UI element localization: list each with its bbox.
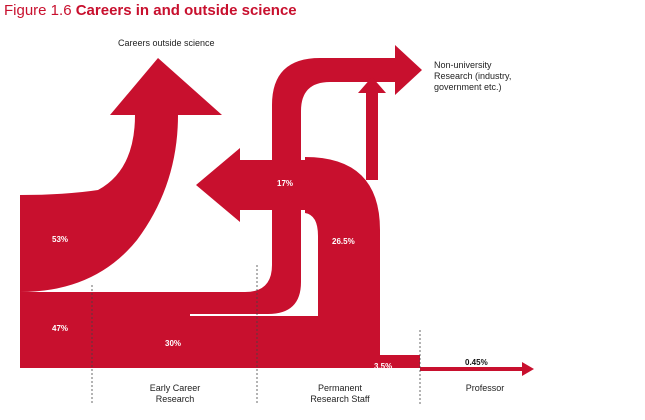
figure-number: Figure 1.6: [4, 2, 72, 19]
professor-arrow: [420, 362, 534, 376]
stage-permanent-line-1: Permanent: [317, 383, 363, 393]
outside-return-arrow: [196, 148, 330, 222]
stage-permanent-line-2: Research Staff: [310, 394, 370, 404]
pct-0-45: 0.45%: [465, 358, 488, 367]
outside-science-label: Careers outside science: [118, 38, 215, 48]
non-university-line-3: government etc.): [434, 82, 502, 92]
stage-permanent: Permanent Research Staff: [275, 383, 405, 405]
outside-science-arrow: [20, 58, 222, 292]
pct-3-5: 3.5%: [374, 362, 393, 371]
pct-30: 30%: [165, 339, 182, 348]
non-university-line-2: Research (industry,: [434, 71, 512, 81]
non-university-line-1: Non-university: [434, 60, 492, 70]
figure-name: Careers in and outside science: [75, 2, 297, 19]
non-university-band: [20, 45, 422, 314]
stage-early-line-1: Early Career: [149, 383, 201, 393]
pct-17: 17%: [277, 179, 294, 188]
pct-47: 47%: [52, 324, 69, 333]
stage-dividers: [91, 265, 421, 404]
pct-26-5: 26.5%: [332, 237, 355, 246]
figure-title: Figure 1.6 Careers in and outside scienc…: [4, 2, 297, 19]
pct-53: 53%: [52, 235, 69, 244]
thin-up-arrow: [358, 77, 386, 180]
non-university-label: Non-university Research (industry, gover…: [434, 60, 511, 93]
stage-early-line-2: Research: [155, 394, 195, 404]
stage-early-career: Early Career Research: [110, 383, 240, 405]
permanent-staff-band: [305, 157, 380, 355]
stage-professor: Professor: [430, 383, 540, 394]
base-flow-3-5: [380, 355, 420, 368]
stage-professor-line-1: Professor: [465, 383, 505, 393]
